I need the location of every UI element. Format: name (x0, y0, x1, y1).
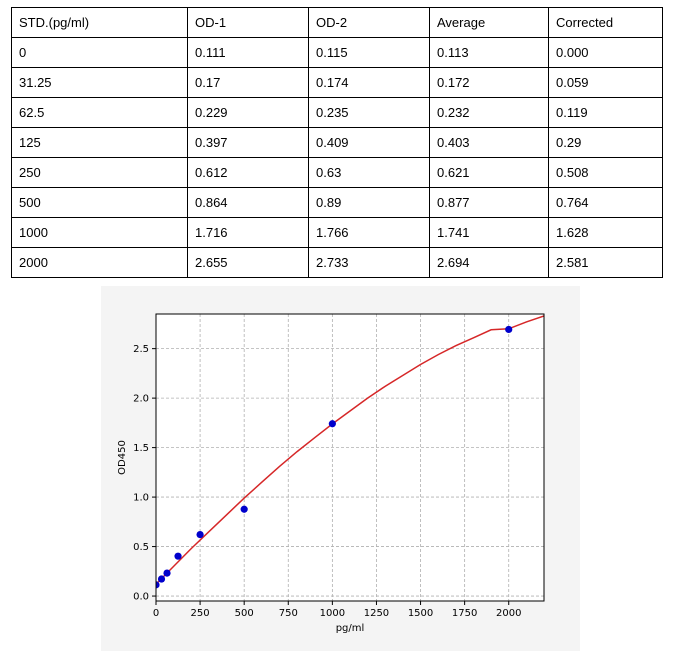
table-cell: 0.764 (548, 187, 663, 218)
table-cell: 0.89 (308, 187, 430, 218)
table-cell: 0 (11, 37, 188, 68)
x-tick-label: 1500 (408, 608, 433, 619)
data-point (157, 575, 166, 583)
table-cell: 1000 (11, 217, 188, 248)
table-header-row: STD.(pg/ml) OD-1 OD-2 Average Corrected (11, 7, 663, 38)
table-cell: 0.612 (187, 157, 309, 188)
table-row: 1000 1.716 1.766 1.741 1.628 (11, 217, 663, 248)
table-header-cell: STD.(pg/ml) (11, 7, 188, 38)
table-cell: 31.25 (11, 67, 188, 98)
table-row: 500 0.864 0.89 0.877 0.764 (11, 187, 663, 218)
table-row: 2000 2.655 2.733 2.694 2.581 (11, 247, 663, 278)
table-cell: 125 (11, 127, 188, 158)
data-point (174, 552, 182, 560)
table-cell: 0.119 (548, 97, 663, 128)
table-cell: 500 (11, 187, 188, 218)
standard-curve-chart: 0 250 500 750 1000 1250 1500 1750 2000 0.0 0.5 1.0 1… (101, 286, 580, 651)
table-cell: 0.174 (308, 67, 430, 98)
plot-area (156, 314, 544, 601)
table-cell: 1.628 (548, 217, 663, 248)
table-cell: 0.409 (308, 127, 430, 158)
chart-svg: 0 250 500 750 1000 1250 1500 1750 2000 0.0 0.5 1.0 1… (101, 286, 580, 651)
y-tick-label: 1.0 (133, 493, 149, 504)
y-tick-label: 0.5 (133, 542, 149, 553)
table-cell: 0.232 (429, 97, 549, 128)
table-header-cell: Corrected (548, 7, 663, 38)
y-tick-label: 2.5 (133, 344, 149, 355)
x-tick-label: 500 (235, 608, 254, 619)
data-point (163, 569, 171, 577)
table-cell: 0.235 (308, 97, 430, 128)
table-row: 250 0.612 0.63 0.621 0.508 (11, 157, 663, 188)
data-point (156, 581, 160, 589)
table-cell: 62.5 (11, 97, 188, 128)
x-tick-label: 0 (153, 608, 159, 619)
table-cell: 0.113 (429, 37, 549, 68)
y-axis-label: OD450 (117, 440, 128, 475)
table-cell: 0.172 (429, 67, 549, 98)
table-cell: 2.694 (429, 247, 549, 278)
table-cell: 1.741 (429, 217, 549, 248)
table-cell: 2.655 (187, 247, 309, 278)
table-cell: 250 (11, 157, 188, 188)
table-cell: 2000 (11, 247, 188, 278)
x-tick-label: 1000 (320, 608, 345, 619)
table-cell: 0.229 (187, 97, 309, 128)
table-cell: 0.403 (429, 127, 549, 158)
y-tick-label: 2.0 (133, 394, 149, 405)
y-tick-label: 0.0 (133, 592, 149, 603)
data-point (328, 420, 336, 428)
x-tick-label: 1750 (452, 608, 477, 619)
table-row: 125 0.397 0.409 0.403 0.29 (11, 127, 663, 158)
table-cell: 0.000 (548, 37, 663, 68)
table-cell: 0.111 (187, 37, 309, 68)
x-tick-label: 2000 (496, 608, 521, 619)
table-cell: 0.397 (187, 127, 309, 158)
table-cell: 0.877 (429, 187, 549, 218)
data-point (196, 530, 204, 539)
table-row: 0 0.111 0.115 0.113 0.000 (11, 37, 663, 68)
table-cell: 2.733 (308, 247, 430, 278)
data-point (240, 505, 248, 513)
table-row: 31.25 0.17 0.174 0.172 0.059 (11, 67, 663, 98)
table-cell: 0.621 (429, 157, 549, 188)
table-cell: 1.766 (308, 217, 430, 248)
table-cell: 0.059 (548, 67, 663, 98)
plot-frame (155, 313, 545, 602)
y-tick-label: 1.5 (133, 443, 149, 454)
x-tick-label: 250 (191, 608, 210, 619)
table-header-cell: OD-1 (187, 7, 309, 38)
x-tick-label: 1250 (364, 608, 389, 619)
table-cell: 0.115 (308, 37, 430, 68)
table-row: 62.5 0.229 0.235 0.232 0.119 (11, 97, 663, 128)
standard-curve-table: STD.(pg/ml) OD-1 OD-2 Average Corrected 0 0.11… (11, 7, 663, 278)
table-cell: 0.864 (187, 187, 309, 218)
table-cell: 0.17 (187, 67, 309, 98)
table-cell: 0.29 (548, 127, 663, 158)
table-header-cell: Average (429, 7, 549, 38)
data-point (505, 325, 513, 334)
table-cell: 2.581 (548, 247, 663, 278)
table-cell: 1.716 (187, 217, 309, 248)
x-tick-label: 750 (279, 608, 298, 619)
table-header-cell: OD-2 (308, 7, 430, 38)
table-cell: 0.508 (548, 157, 663, 188)
table-cell: 0.63 (308, 157, 430, 188)
fit-curve-line (156, 315, 544, 585)
x-axis-label: pg/ml (336, 623, 365, 634)
